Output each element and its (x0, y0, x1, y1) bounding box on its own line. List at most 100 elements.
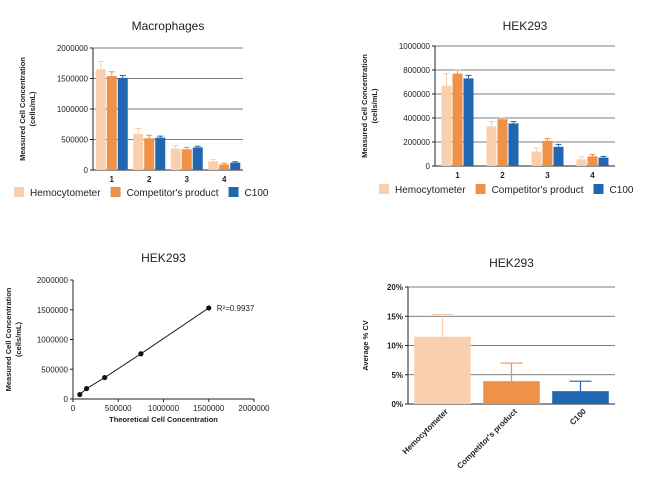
legend-label: Competitor's product (127, 188, 219, 199)
legend-label: C100 (610, 185, 634, 196)
y-tick-label: 0 (64, 395, 69, 404)
bar (117, 77, 128, 170)
macrophages-chart-svg: Macrophages 0 500000 1000000 1500000 2000000 M… (14, 19, 269, 199)
bar (463, 78, 474, 166)
x-tick-label: 2 (500, 171, 505, 180)
bar (230, 162, 241, 170)
x-tick-label: 2000000 (238, 404, 270, 413)
hek293-cv-chart-svg: HEK293 0% 5% 10% 15% 20% Average % CV Hemocytom… (361, 256, 615, 471)
bar (414, 336, 471, 404)
macrophages-bar-chart: Macrophages 0 500000 1000000 1500000 2000000 M… (0, 0, 325, 240)
bar (552, 391, 609, 404)
legend-swatch (475, 184, 486, 194)
bar (133, 134, 144, 170)
data-point (83, 385, 90, 392)
legend-swatch (593, 184, 604, 194)
y-tick-label: 200000 (403, 138, 430, 147)
x-tick-label: 4 (590, 171, 595, 180)
y-tick-label: 0 (426, 162, 431, 171)
bar (170, 148, 181, 170)
data-point (206, 305, 212, 311)
y-tick-label: 1500000 (37, 306, 69, 315)
y-tick-label: 1500000 (57, 75, 89, 84)
bar (95, 69, 106, 170)
y-tick-label: 20% (387, 283, 403, 292)
legend-label: Competitor's product (492, 185, 584, 196)
y-axis-label: Measured Cell Concentration(cells/mL) (4, 287, 23, 391)
x-axis-label: Theoretical Cell Concentration (109, 415, 218, 424)
legend-swatch (379, 184, 389, 194)
x-tick-label: 1 (110, 175, 115, 184)
x-tick-label: C100 (568, 407, 588, 427)
bar (576, 159, 587, 166)
x-tick-label: 2 (147, 175, 152, 184)
y-tick-label: 400000 (403, 114, 430, 123)
bar (508, 123, 519, 166)
legend-swatch (14, 187, 24, 197)
bar (144, 138, 155, 170)
y-tick-label: 800000 (403, 66, 430, 75)
y-tick-label: 0 (84, 166, 89, 175)
x-tick-label: 0 (71, 404, 76, 413)
bar (587, 156, 598, 166)
bar (486, 126, 497, 166)
legend-label: C100 (245, 188, 269, 199)
y-axis-label: Measured Cell Concentration(cells/mL) (18, 57, 37, 161)
x-tick-label: 3 (185, 175, 190, 184)
legend-swatch (228, 187, 239, 197)
bar (155, 137, 166, 170)
chart-title: HEK293 (503, 19, 548, 33)
y-tick-label: 2000000 (37, 276, 69, 285)
y-axis-label: Measured Cell Concentration(cells/mL) (360, 54, 379, 158)
y-tick-label: 0% (391, 400, 403, 409)
series-line (79, 307, 210, 395)
x-tick-label: 1 (455, 171, 460, 180)
x-tick-label: 3 (545, 171, 550, 180)
x-tick-label: 500000 (105, 404, 132, 413)
bar (106, 76, 117, 170)
bar (219, 164, 230, 170)
hek293-scatter-chart: HEK293 0 500000 1000000 1500000 2000000 0 50000… (0, 240, 325, 480)
y-tick-label: 5% (391, 371, 403, 380)
bar (452, 73, 463, 166)
bar (192, 147, 203, 170)
chart-title: Macrophages (132, 19, 205, 33)
bar (181, 149, 192, 170)
bar (598, 157, 609, 166)
bar (483, 381, 540, 404)
bar (553, 146, 564, 166)
hek293-cv-bar-chart: HEK293 0% 5% 10% 15% 20% Average % CV Hemocytom… (325, 240, 650, 480)
y-tick-label: 2000000 (57, 44, 89, 53)
hek293-bar-chart: HEK293 0 200000 400000 600000 800000 1000000 Me… (325, 0, 650, 240)
legend-label: Hemocytometer (395, 185, 466, 196)
chart-title: HEK293 (141, 251, 186, 265)
legend-swatch (110, 187, 121, 197)
y-tick-label: 1000000 (37, 336, 69, 345)
x-tick-label: Competitor's product (455, 407, 519, 471)
y-tick-label: 1000000 (57, 105, 89, 114)
y-tick-label: 500000 (61, 136, 88, 145)
bar (497, 119, 508, 166)
y-tick-label: 1000000 (399, 42, 431, 51)
y-tick-label: 500000 (41, 365, 68, 374)
legend-label: Hemocytometer (30, 188, 101, 199)
hek293-bar-chart-svg: HEK293 0 200000 400000 600000 800000 1000000 Me… (360, 19, 634, 196)
data-point (102, 374, 108, 381)
bar (531, 151, 542, 166)
chart-title: HEK293 (489, 256, 534, 270)
x-tick-label: 1000000 (148, 404, 180, 413)
data-point (77, 391, 83, 398)
y-tick-label: 15% (387, 312, 403, 321)
bar (208, 161, 219, 170)
x-tick-label: 4 (222, 175, 227, 184)
x-tick-label: 1500000 (193, 404, 225, 413)
bar (441, 85, 452, 166)
bar (542, 140, 553, 166)
hek293-scatter-chart-svg: HEK293 0 500000 1000000 1500000 2000000 0 50000… (4, 251, 270, 424)
x-tick-label: Hemocytometer (401, 407, 450, 456)
y-axis-label: Average % CV (361, 320, 370, 371)
y-tick-label: 600000 (403, 90, 430, 99)
y-tick-label: 10% (387, 342, 403, 351)
r-squared-annotation: R²=0.9937 (217, 304, 255, 313)
data-point (138, 351, 144, 357)
